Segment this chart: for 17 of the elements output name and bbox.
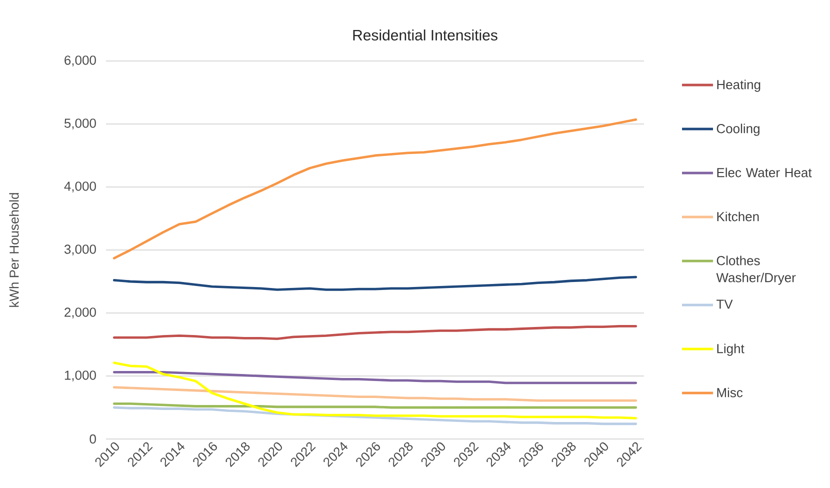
legend-label: Heating [717,80,760,92]
y-tick-label: 4,000 [64,182,96,192]
y-tick-label: 3,000 [64,244,96,256]
y-tick-label: 1,000 [64,370,96,382]
y-tick-label: 5,000 [64,118,96,130]
legend-label: TV [716,300,733,309]
chart-title: Residential Intensities [353,29,498,40]
y-tick-label: 2,000 [64,308,96,318]
legend-label: Clothes Washer/Dryer [716,256,796,285]
legend-label: Cooling [716,124,760,136]
legend-label: Elec Water Heat [717,168,812,178]
y-axis-title: kWh Per Household [9,193,19,307]
y-tick-label: 0 [90,434,96,444]
y-tick-label: 6,000 [64,56,96,66]
legend-label: Misc [717,388,743,398]
legend-label: Light [717,344,744,356]
legend-label: Kitchen [717,212,759,222]
